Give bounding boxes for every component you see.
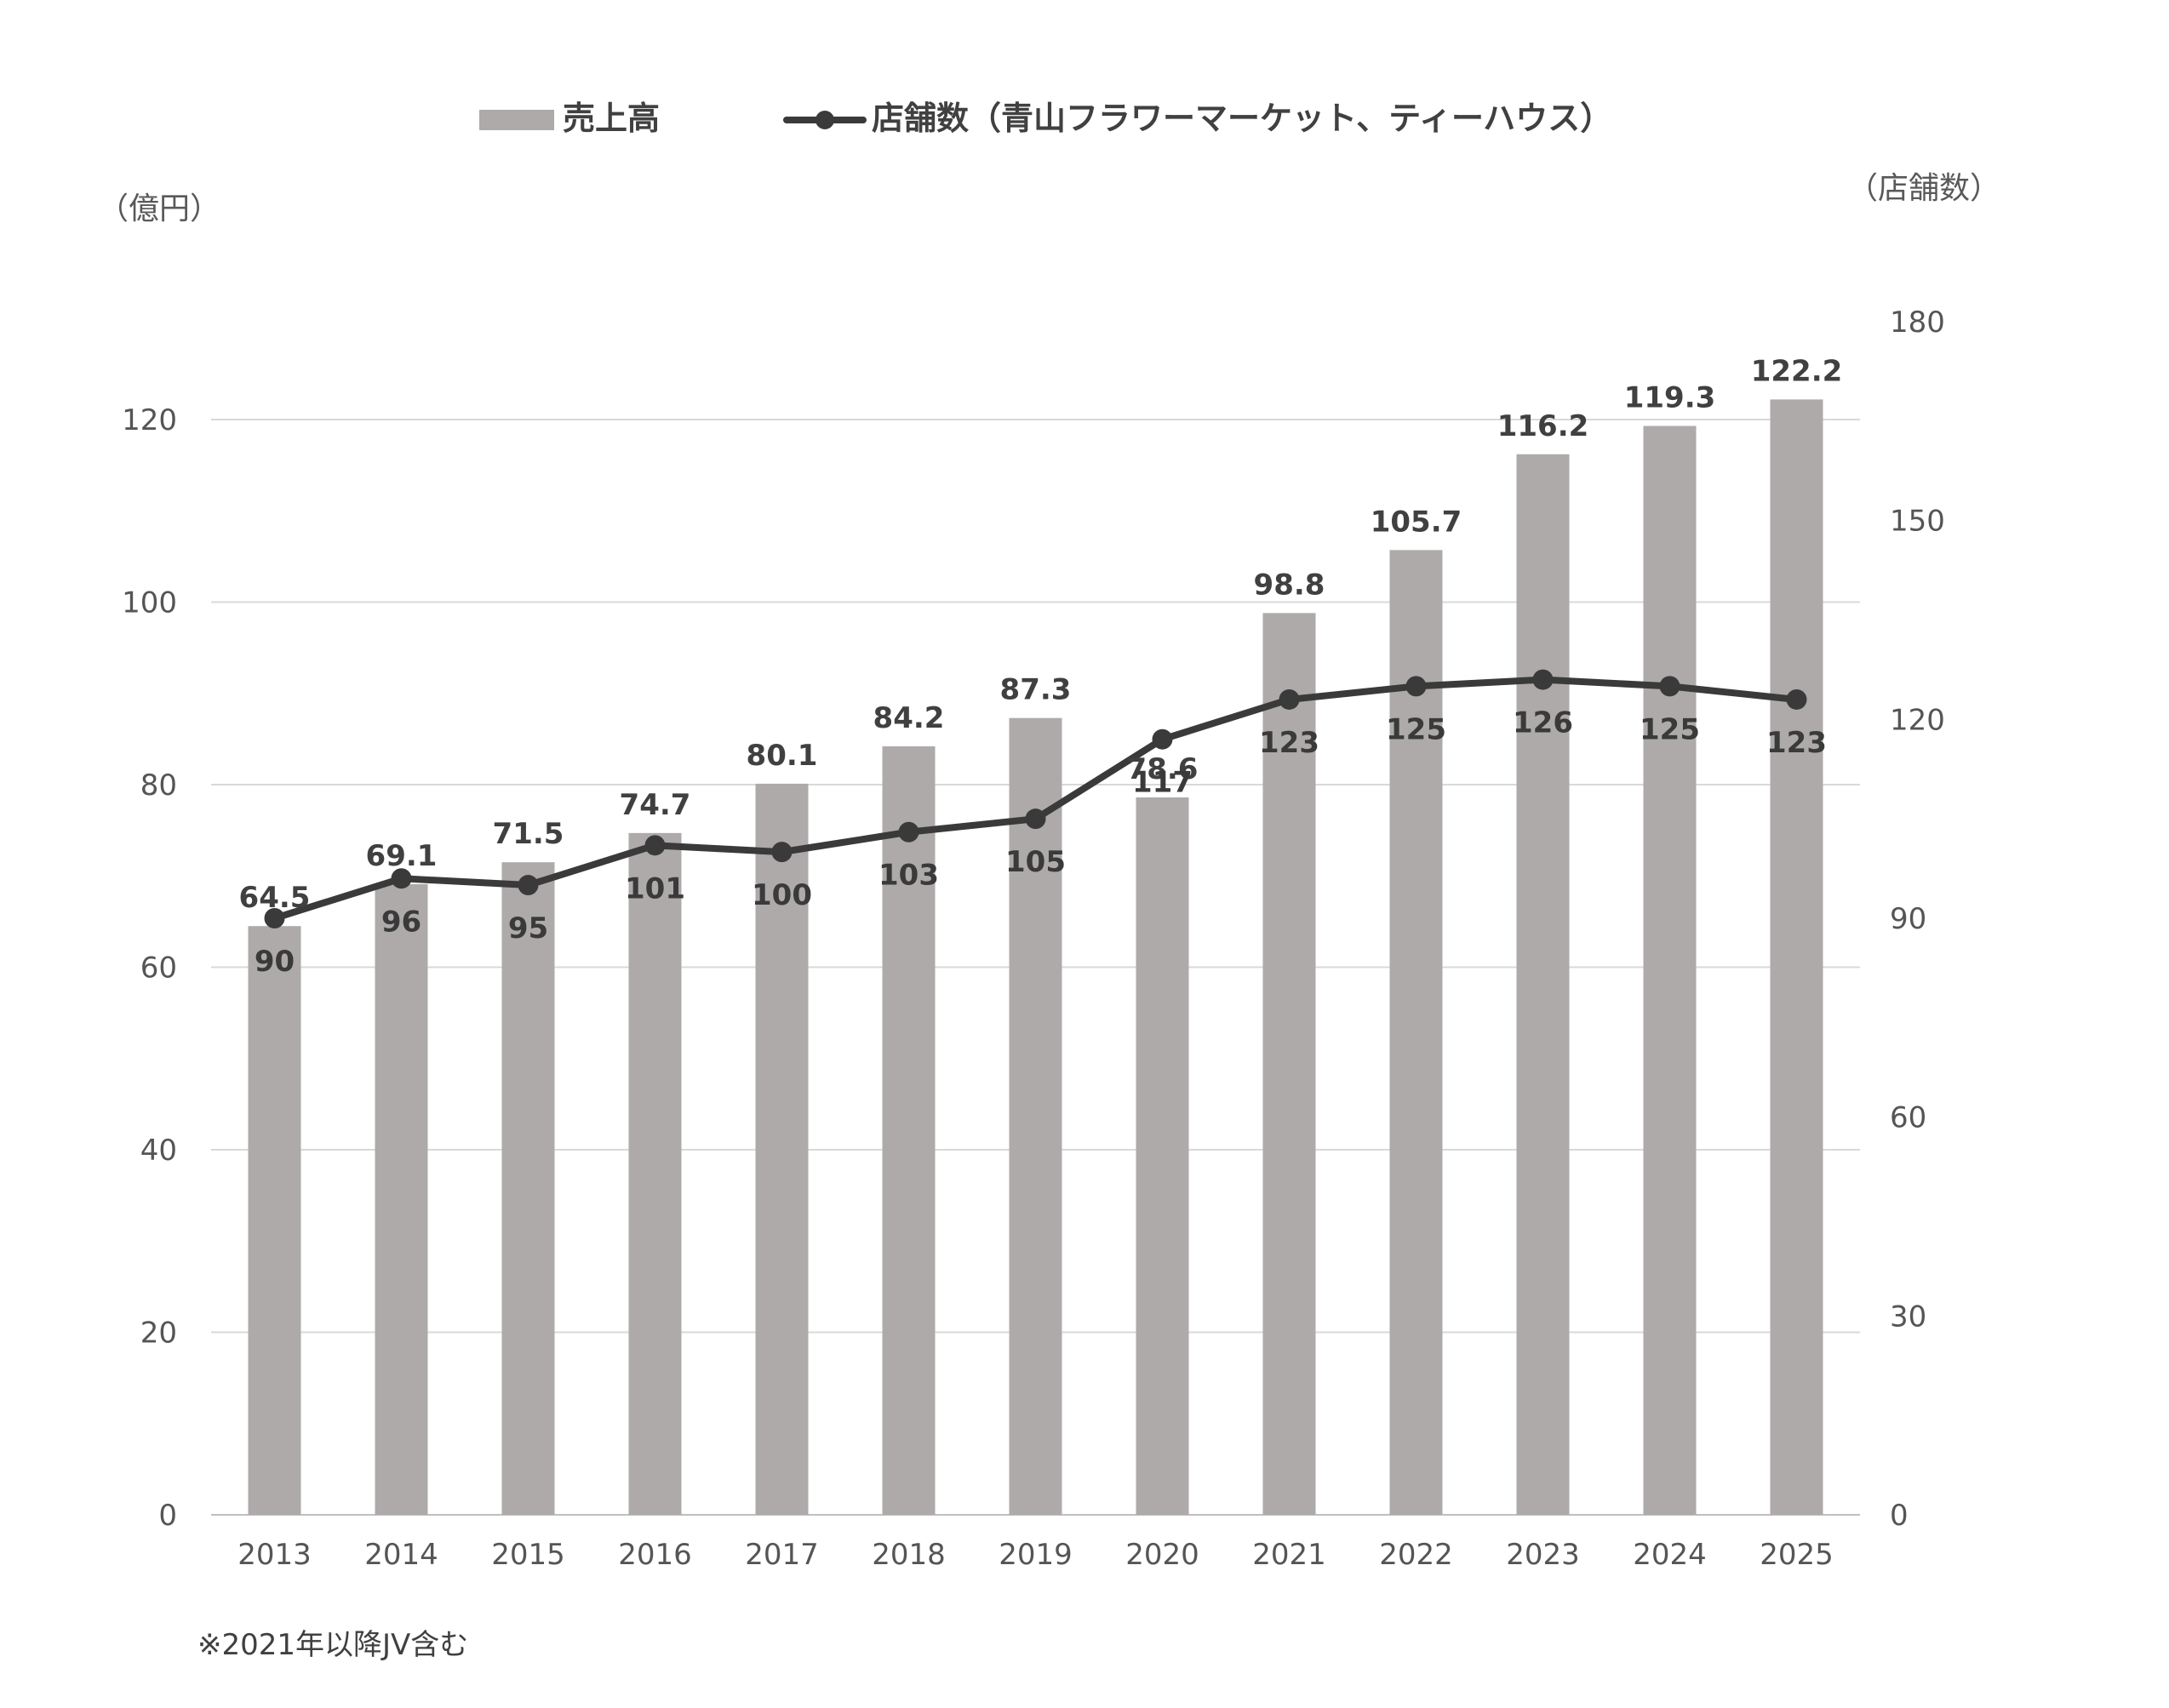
right-tick-label: 0 [1890,1499,1909,1533]
right-tick-label: 180 [1890,306,1945,340]
x-tick-label: 2014 [364,1538,438,1572]
legend-label-stores: 店舗数（青山フラワーマーケット、ティーハウス） [872,100,1612,137]
line-value-label: 105 [1005,845,1066,879]
line-point [1405,676,1427,697]
x-tick-label: 2017 [745,1538,819,1572]
line-point [771,842,793,863]
line-series [264,669,1807,928]
line-point [644,835,666,856]
line-value-label: 123 [1259,726,1319,760]
line-point [1025,808,1046,830]
line-value-label: 125 [1386,712,1446,746]
bar-value-label: 87.3 [1000,673,1072,707]
line-point [518,875,539,896]
line-point [1532,669,1554,690]
bar [1516,454,1570,1515]
right-tick-label: 150 [1890,505,1945,539]
left-tick-label: 40 [140,1134,177,1168]
x-tick-label: 2016 [618,1538,692,1572]
line-point [1786,688,1807,710]
bar [1389,550,1443,1516]
line-value-label: 123 [1766,726,1827,760]
line-value-label: 95 [508,911,548,945]
line-point [391,868,412,889]
line-value-label: 125 [1640,712,1700,746]
bar-value-label: 80.1 [747,739,818,773]
bar [1136,797,1189,1515]
bar-value-label: 69.1 [366,839,438,873]
bar-value-label: 71.5 [493,817,564,851]
bar-value-label: 98.8 [1254,568,1325,602]
line-value-label: 101 [625,871,685,905]
left-tick-label: 120 [122,403,177,437]
left-tick-label: 0 [158,1499,177,1533]
line-point [1659,676,1680,697]
bar [1262,613,1316,1515]
bar [1770,399,1823,1515]
x-tick-label: 2018 [872,1538,946,1572]
bar [1643,426,1697,1515]
line-value-label: 96 [381,905,421,939]
bar-value-label: 74.7 [620,788,691,822]
legend: 売上高 店舗数（青山フラワーマーケット、ティーハウス） [479,100,1612,137]
bar-value-label: 105.7 [1371,505,1462,539]
line-value-label: 90 [255,945,295,979]
bar [628,832,682,1515]
bar [375,883,428,1515]
x-tick-label: 2023 [1506,1538,1580,1572]
bar-value-label: 78.6 [1127,752,1199,786]
left-tick-label: 80 [140,768,177,803]
right-tick-label: 30 [1890,1300,1926,1334]
x-tick-label: 2021 [1252,1538,1326,1572]
bar [882,745,936,1515]
line-point [1279,688,1300,710]
right-tick-label: 120 [1890,703,1945,737]
x-tick-label: 2013 [238,1538,312,1572]
data-labels: 64.5 69.1 71.5 74.7 80.1 84.2 87.3 78.6 98.8 105.… [239,354,1843,979]
legend-swatch-sales [479,110,554,130]
line-point [898,821,919,843]
line-value-label: 100 [752,878,812,912]
footnote: ※2021年以降JV含む [197,1628,468,1662]
line-point [264,908,285,928]
line-value-label: 117 [1132,766,1193,800]
bar-value-label: 122.2 [1751,354,1843,388]
line-value-label: 103 [878,859,939,893]
bar [755,783,809,1515]
right-tick-label: 90 [1890,902,1926,936]
x-tick-label: 2015 [491,1538,565,1572]
bar [501,862,555,1515]
x-tick-label: 2020 [1125,1538,1199,1572]
left-tick-label: 60 [140,951,177,985]
bar-series [248,399,1823,1516]
bar [248,926,301,1515]
right-axis-title: （店舗数） [1847,171,2000,206]
left-tick-label: 100 [122,586,177,620]
right-tick-label: 60 [1890,1101,1926,1135]
x-tick-label: 2022 [1379,1538,1453,1572]
x-tick-label: 2024 [1633,1538,1707,1572]
bar-value-label: 84.2 [873,701,945,735]
bar [1009,717,1062,1515]
bar-value-label: 116.2 [1497,409,1589,443]
legend-marker-stores [816,111,834,129]
line-value-label: 126 [1513,706,1573,740]
left-axis-title: （億円） [98,191,220,226]
x-tick-label: 2019 [999,1538,1073,1572]
legend-label-sales: 売上高 [563,100,660,137]
left-tick-label: 20 [140,1317,177,1351]
line-point [1152,728,1173,750]
x-tick-label: 2025 [1760,1538,1834,1572]
bar-value-label: 64.5 [239,881,311,915]
axes: 0 20 40 60 80 100 120 0 30 60 90 120 150 180 2013 2014 2… [122,306,1945,1572]
bar-value-label: 119.3 [1624,381,1716,415]
